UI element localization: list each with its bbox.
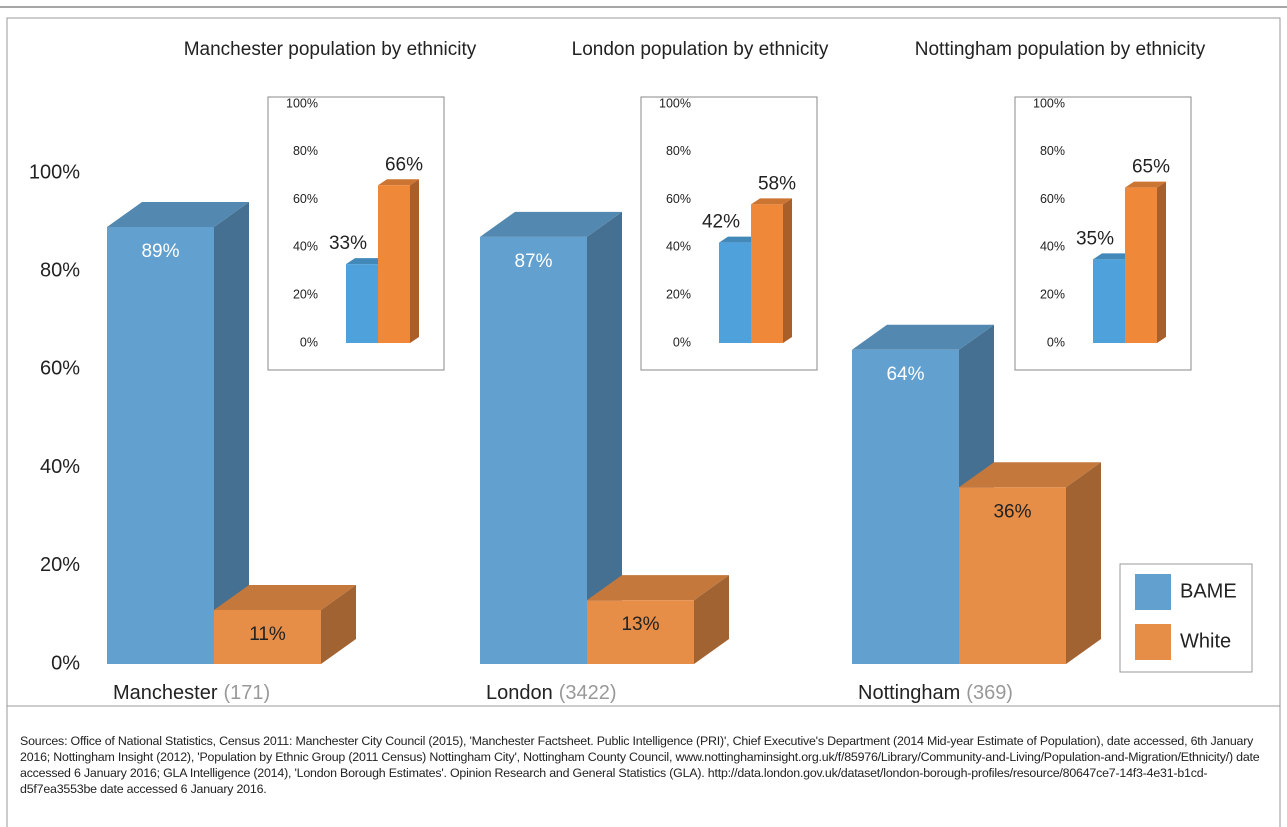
- bar-top: [719, 236, 760, 243]
- legend-swatch: [1135, 624, 1171, 660]
- bar-top: [587, 575, 729, 601]
- category-note: (369): [966, 682, 1013, 704]
- bar-side: [783, 198, 792, 343]
- y-tick-label: 0%: [51, 652, 80, 674]
- inset-value-label: 66%: [385, 154, 423, 175]
- y-tick-label: 60%: [40, 358, 80, 380]
- y-tick-label: 80%: [40, 259, 80, 281]
- value-label: 87%: [514, 251, 552, 272]
- bar: [852, 349, 959, 664]
- bar-top: [107, 202, 249, 228]
- bar: [214, 609, 321, 664]
- bar-top: [346, 258, 387, 265]
- inset-value-label: 65%: [1132, 157, 1170, 178]
- inset-y-tick-label: 60%: [293, 192, 318, 206]
- category-name: Nottingham: [858, 682, 960, 704]
- sources-text: : Office of National Statistics, Census …: [20, 734, 1260, 796]
- category-name: London: [486, 682, 553, 704]
- bar: [1093, 259, 1125, 343]
- legend-label: White: [1180, 630, 1231, 652]
- bar-side: [587, 211, 622, 664]
- inset-y-tick-label: 80%: [293, 144, 318, 158]
- bar: [480, 236, 587, 664]
- inset-y-tick-label: 20%: [1040, 287, 1065, 301]
- chart-frame: [6, 17, 1281, 707]
- bar-top: [480, 211, 622, 237]
- category-note: (171): [224, 682, 271, 704]
- bar-side: [321, 584, 356, 664]
- bar: [587, 600, 694, 664]
- inset-y-tick-label: 0%: [1047, 335, 1065, 349]
- bar: [719, 242, 751, 343]
- legend-label: BAME: [1180, 580, 1237, 602]
- inset-y-tick-label: 100%: [1033, 96, 1065, 110]
- inset-title: London population by ethnicity: [572, 39, 829, 60]
- bar: [107, 227, 214, 664]
- inset-value-label: 58%: [758, 173, 796, 194]
- inset-y-tick-label: 100%: [286, 96, 318, 110]
- bar-top: [1125, 181, 1166, 188]
- inset-y-tick-label: 40%: [1040, 240, 1065, 254]
- bar: [959, 487, 1066, 664]
- y-tick-label: 100%: [29, 161, 80, 183]
- inset-title: Nottingham population by ethnicity: [915, 39, 1206, 60]
- bar-side: [410, 179, 419, 343]
- bar-top: [214, 584, 356, 610]
- bar-top: [378, 179, 419, 186]
- inset-y-tick-label: 60%: [666, 192, 691, 206]
- bar-top: [751, 198, 792, 205]
- x-tick-label: London (3422): [486, 682, 617, 704]
- inset-y-tick-label: 80%: [1040, 144, 1065, 158]
- inset-y-tick-label: 20%: [666, 287, 691, 301]
- sources: Sources: Office of National Statistics, …: [20, 733, 1270, 797]
- bar-top: [852, 324, 994, 350]
- inset-y-tick-label: 100%: [659, 96, 691, 110]
- inset-y-tick-label: 40%: [666, 240, 691, 254]
- inset-value-label: 42%: [702, 212, 740, 233]
- bar-side: [694, 575, 729, 664]
- bar-top: [959, 462, 1101, 488]
- inset-value-label: 33%: [329, 233, 367, 254]
- inset-y-tick-label: 60%: [1040, 192, 1065, 206]
- inset-y-tick-label: 80%: [666, 144, 691, 158]
- bar-side: [1066, 462, 1101, 664]
- bar: [346, 264, 378, 343]
- bar-side: [1157, 181, 1166, 343]
- bar-side: [214, 202, 249, 664]
- x-tick-label: Nottingham (369): [858, 682, 1013, 704]
- x-tick-label: Manchester (171): [113, 682, 270, 704]
- inset-y-tick-label: 0%: [673, 335, 691, 349]
- value-label: 89%: [141, 241, 179, 262]
- value-label: 36%: [993, 501, 1031, 522]
- category-name: Manchester: [113, 682, 218, 704]
- inset-value-label: 35%: [1076, 228, 1114, 249]
- value-label: 64%: [886, 364, 924, 385]
- y-tick-label: 40%: [40, 456, 80, 478]
- category-note: (3422): [559, 682, 617, 704]
- value-label: 13%: [621, 614, 659, 635]
- legend-swatch: [1135, 574, 1171, 610]
- bar: [378, 185, 410, 343]
- bar: [1125, 187, 1157, 343]
- y-tick-label: 20%: [40, 554, 80, 576]
- inset-y-tick-label: 0%: [300, 335, 318, 349]
- inset-title: Manchester population by ethnicity: [184, 39, 477, 60]
- value-label: 11%: [249, 624, 286, 645]
- bar: [751, 204, 783, 343]
- inset-y-tick-label: 20%: [293, 287, 318, 301]
- sources-label: Sources: [20, 734, 65, 748]
- bar-top: [1093, 253, 1134, 260]
- inset-y-tick-label: 40%: [293, 240, 318, 254]
